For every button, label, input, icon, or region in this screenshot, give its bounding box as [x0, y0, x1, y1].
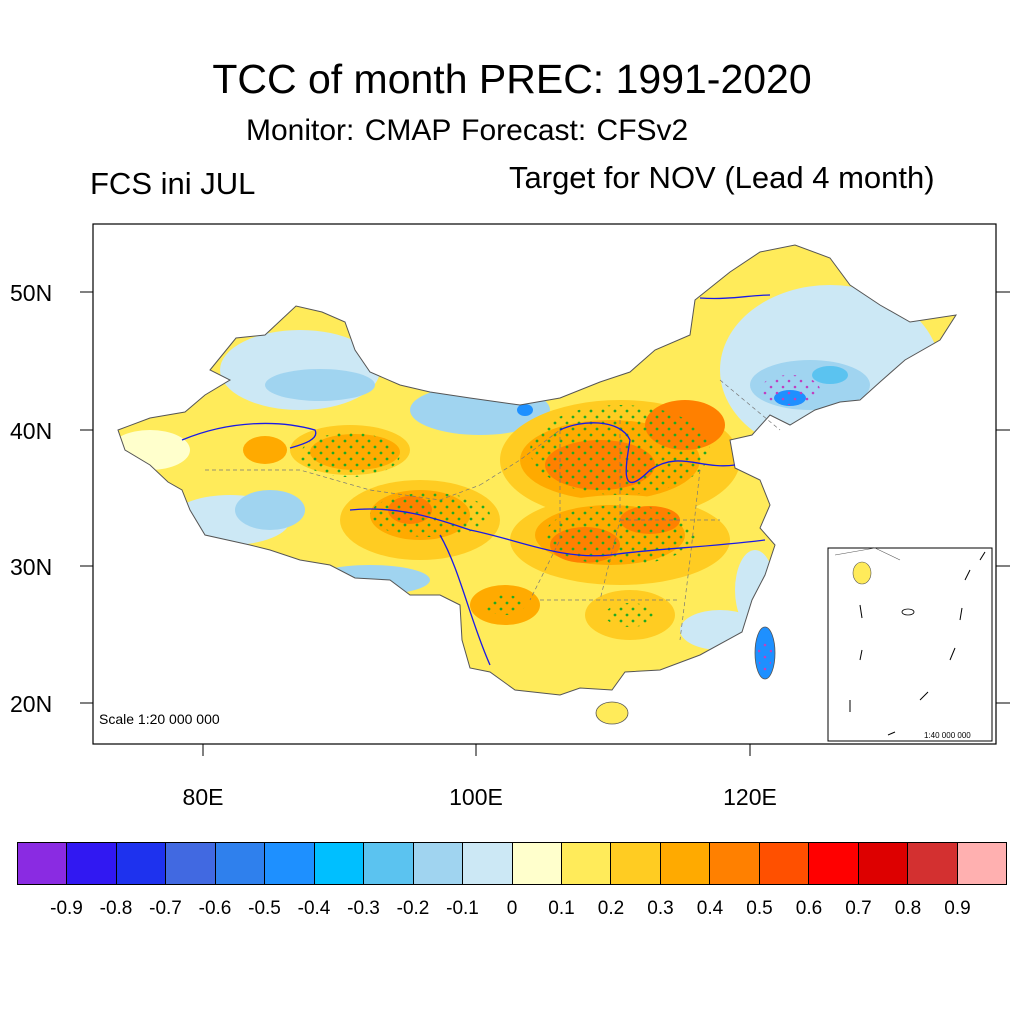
- province-borders: [205, 379, 781, 641]
- lon-label-80e: 80E: [182, 784, 224, 810]
- colorbar-swatch: [166, 843, 216, 884]
- colorbar-tick-label: 0.7: [845, 898, 872, 919]
- colorbar-swatch: [908, 843, 958, 884]
- lon-label-120e: 120E: [723, 784, 777, 810]
- colorbar-swatch: [957, 843, 1007, 884]
- lon-label-100e: 100E: [449, 784, 503, 810]
- colorbar-swatch: [759, 843, 810, 884]
- lat-label-20n: 20N: [10, 691, 53, 717]
- colorbar-swatch: [710, 843, 760, 884]
- colorbar-swatch: [116, 843, 167, 884]
- colorbar-swatch: [858, 843, 909, 884]
- colorbar-swatch: [67, 843, 117, 884]
- colorbar-tick-label: -0.7: [149, 898, 182, 919]
- colorbar-swatch: [611, 843, 661, 884]
- colorbar-swatch: [512, 843, 562, 884]
- map-subtitle: Monitor: CMAP Forecast: CFSv2: [246, 114, 689, 147]
- lat-label-30n: 30N: [10, 554, 53, 580]
- colorbar: [17, 842, 1007, 885]
- colorbar-swatch: [215, 843, 266, 884]
- colorbar-tick-label: -0.2: [396, 898, 430, 919]
- rivers: [181, 294, 771, 666]
- colorbar-tick-label: 0.1: [548, 898, 575, 919]
- colorbar-tick-label: 0.2: [597, 898, 625, 919]
- colorbar-tick-label: 0.6: [795, 898, 823, 919]
- colorbar-tick-label: -0.3: [347, 898, 380, 919]
- colorbar-tick-label: -0.4: [297, 898, 331, 919]
- colorbar-swatch: [463, 843, 513, 884]
- colorbar-swatch: [660, 843, 711, 884]
- colorbar-tick-label: 0.4: [696, 898, 724, 919]
- south-china-sea-inset: [827, 547, 993, 742]
- colorbar-swatch: [364, 843, 414, 884]
- map-title: TCC of month PREC: 1991-2020: [212, 56, 812, 102]
- lat-label-40n: 40N: [10, 418, 53, 444]
- colorbar-tick-label: 0.3: [647, 898, 674, 919]
- map-scale-text: Scale 1:20 000 000: [99, 711, 220, 727]
- init-label: FCS ini JUL: [90, 166, 256, 201]
- axis-ticks: [80, 291, 1010, 756]
- colorbar-swatch: [413, 843, 464, 884]
- colorbar-tick-label: -0.8: [99, 898, 133, 919]
- colorbar-tick-label: 0.8: [894, 898, 922, 919]
- hainan-island: [595, 701, 629, 725]
- colorbar-swatch: [809, 843, 859, 884]
- colorbar-tick-label: 0: [506, 898, 518, 919]
- colorbar-swatch: [561, 843, 612, 884]
- inset-scale-text: 1:40 000 000: [924, 731, 971, 740]
- colorbar-tick-label: 0.5: [746, 898, 773, 919]
- colorbar-tick-label: -0.6: [198, 898, 232, 919]
- colorbar-swatch: [265, 843, 315, 884]
- target-label: Target for NOV (Lead 4 month): [509, 160, 935, 195]
- colorbar-swatch: [18, 843, 68, 884]
- colorbar-tick-label: 0.9: [944, 898, 971, 919]
- colorbar-tick-label: -0.9: [50, 898, 83, 919]
- colorbar-swatch: [314, 843, 365, 884]
- lat-label-50n: 50N: [10, 280, 53, 306]
- colorbar-tick-label: -0.1: [446, 898, 479, 919]
- colorbar-tick-label: -0.5: [248, 898, 281, 919]
